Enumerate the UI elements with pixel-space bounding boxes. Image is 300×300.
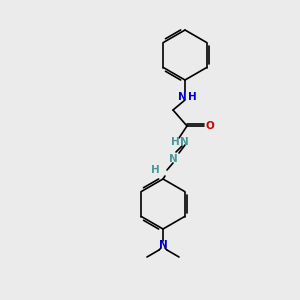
Text: O: O [206, 121, 214, 131]
Text: H: H [188, 92, 196, 102]
Text: H: H [151, 165, 159, 175]
Text: N: N [180, 137, 188, 147]
Text: N: N [159, 240, 167, 250]
Text: H: H [171, 137, 179, 147]
Text: N: N [178, 92, 186, 102]
Text: N: N [169, 154, 177, 164]
